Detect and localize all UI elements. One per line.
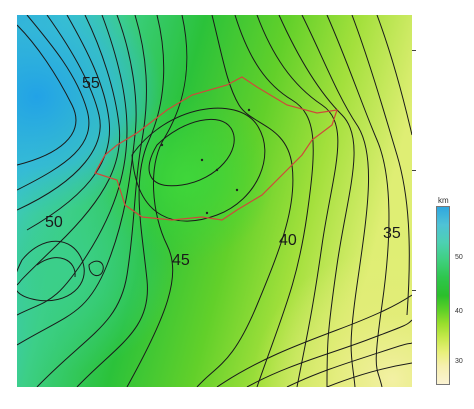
contour-map[interactable]: 55 50 45 40 35 [17, 15, 412, 387]
colorbar-unit: km [438, 196, 449, 205]
station-markers [160, 108, 251, 215]
bottom-right-yellow-area [17, 15, 412, 387]
colorbar-tick-30: 30 [455, 358, 463, 365]
region-boundary [94, 76, 338, 221]
colorbar-gradient [436, 206, 450, 385]
contour-label-55: 55 [82, 75, 100, 92]
contour-label-35: 35 [383, 225, 401, 242]
colorbar: km 50 40 30 [430, 196, 470, 388]
contour-label-45: 45 [172, 252, 190, 269]
contour-label-40: 40 [279, 232, 297, 249]
contour-label-50: 50 [45, 214, 63, 231]
colorbar-tick-50: 50 [455, 254, 463, 261]
colorbar-tick-40: 40 [455, 308, 463, 315]
